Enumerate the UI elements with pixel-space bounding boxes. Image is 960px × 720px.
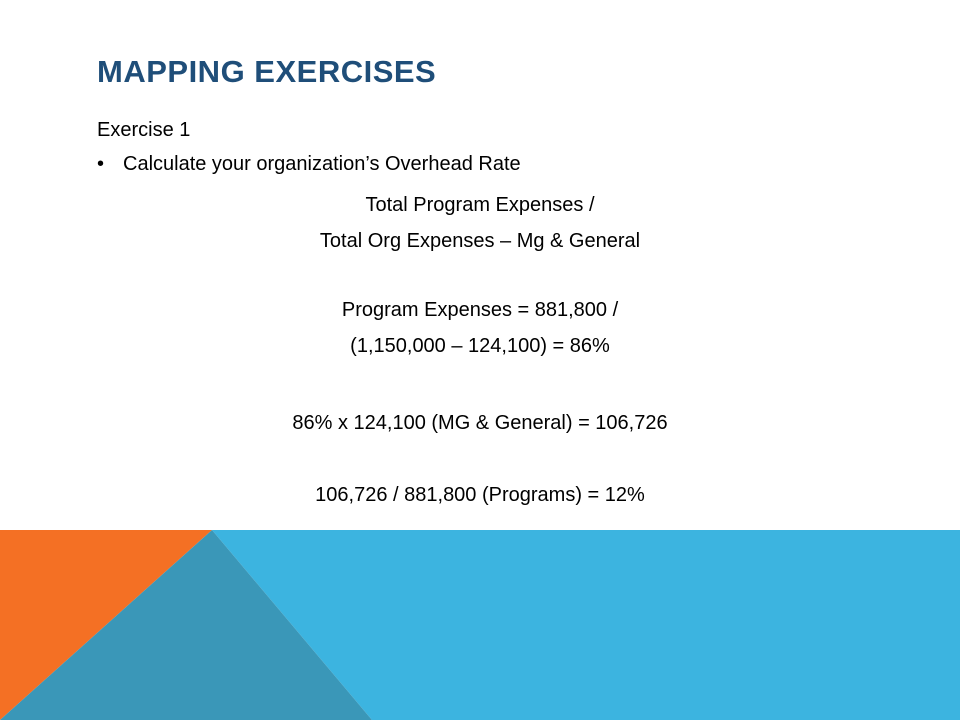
formula-line-2: Total Org Expenses – Mg & General [319, 230, 641, 252]
teal-overlap-triangle [0, 530, 372, 720]
result-line: 106,726 / 881,800 (Programs) = 12% [315, 484, 645, 506]
bullet-text: Calculate your organization’s Overhead R… [123, 153, 521, 175]
allocation-line: 86% x 124,100 (MG & General) = 106,726 [292, 412, 668, 434]
calculation-line-1: Program Expenses = 881,800 / [341, 299, 619, 321]
slide-title: MAPPING EXERCISES [97, 54, 437, 89]
blue-band [212, 530, 960, 720]
calculation-line-2: (1,150,000 – 124,100) = 86% [350, 335, 610, 357]
bullet-item: • Calculate your organization’s Overhead… [97, 151, 521, 177]
exercise-subheading: Exercise 1 [97, 119, 191, 141]
formula-line-1: Total Program Expenses / [365, 194, 595, 216]
bullet-marker: • [97, 153, 105, 175]
